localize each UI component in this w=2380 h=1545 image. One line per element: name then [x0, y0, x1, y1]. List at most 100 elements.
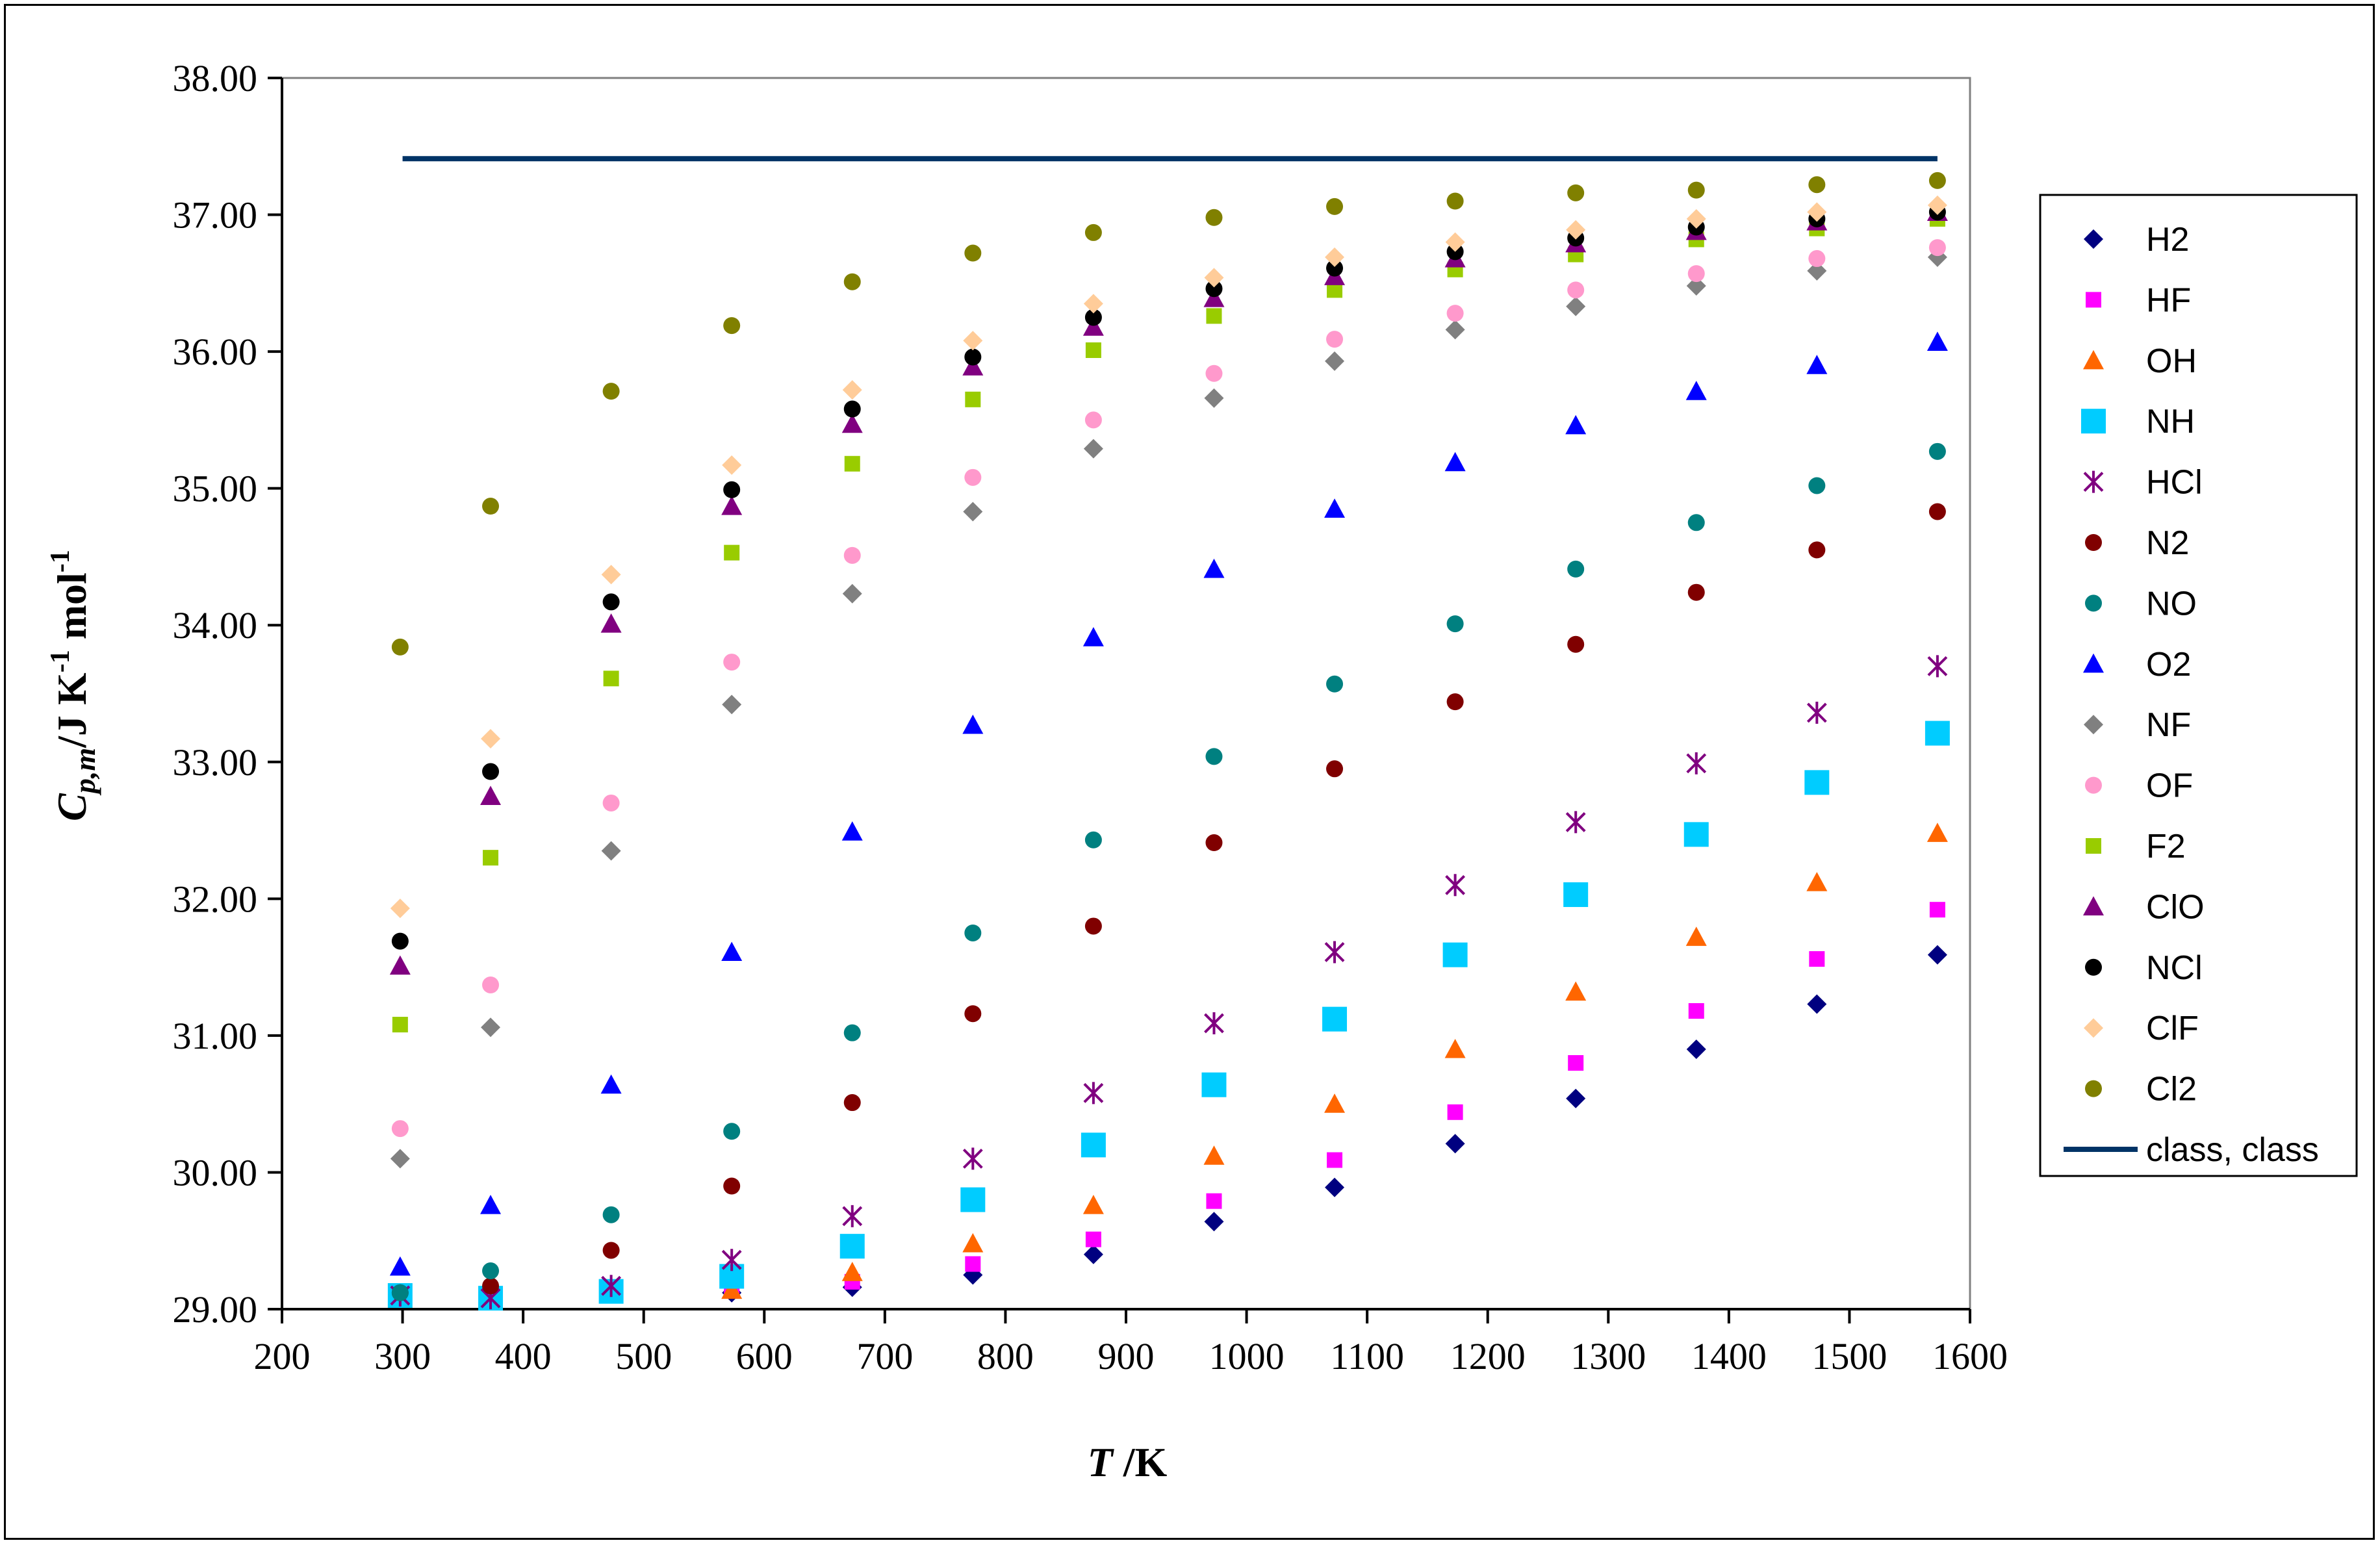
data-point — [964, 1005, 982, 1023]
legend-item: F2 — [2086, 828, 2186, 865]
data-point — [1325, 247, 1345, 267]
data-point — [391, 932, 409, 950]
x-tick-label: 1100 — [1330, 1335, 1404, 1377]
x-tick-label: 700 — [856, 1335, 913, 1377]
data-point — [965, 391, 981, 407]
data-point — [482, 1262, 500, 1280]
legend-label: ClO — [2146, 888, 2205, 926]
legend-marker — [2085, 534, 2102, 551]
data-point — [600, 613, 622, 633]
legend-label: ClF — [2146, 1010, 2199, 1047]
data-point — [1205, 280, 1223, 298]
data-point — [1325, 351, 1345, 371]
data-point — [1927, 195, 1947, 215]
data-point — [722, 695, 742, 715]
data-point — [1447, 1104, 1463, 1120]
tick-labels: 29.00 30.00 31.00 32.00 33.00 34.00 35.00 36.00… — [173, 57, 2008, 1377]
data-point — [1928, 239, 1946, 257]
data-point — [1806, 355, 1828, 374]
data-point — [724, 544, 740, 561]
data-point — [1566, 296, 1586, 316]
data-point — [1685, 381, 1707, 400]
series-oh — [389, 823, 1948, 1307]
data-point — [1809, 951, 1825, 967]
data-point — [1085, 1231, 1101, 1247]
legend-marker — [2083, 653, 2104, 673]
data-point — [1206, 1193, 1222, 1209]
data-point — [483, 850, 499, 866]
data-point — [1083, 1082, 1104, 1104]
data-point — [392, 1017, 408, 1033]
data-point — [1081, 1132, 1106, 1158]
data-point — [723, 1177, 741, 1195]
data-point — [1084, 309, 1102, 326]
legend-label: F2 — [2146, 828, 2186, 865]
legend-marker — [2083, 350, 2104, 370]
legend-marker — [2081, 409, 2106, 434]
data-point — [1445, 320, 1465, 340]
data-point — [1205, 834, 1223, 852]
data-point — [1568, 1055, 1584, 1071]
data-point — [1205, 209, 1223, 226]
data-point — [602, 383, 620, 400]
data-marks — [387, 156, 1950, 1311]
legend-label: NH — [2146, 403, 2195, 441]
data-point — [390, 899, 410, 919]
legend-item: NCl — [2085, 949, 2203, 987]
series-n2 — [391, 503, 1946, 1301]
legend-item: OH — [2083, 342, 2197, 380]
legend-label: class, class — [2146, 1131, 2319, 1169]
legend-marker — [2084, 1018, 2103, 1038]
legend: H2 HF OH NH HCl N2 NO O2 NF OF F2 ClO NCl ClF Cl2 class… — [2039, 194, 2358, 1177]
legend-item: NF — [2084, 706, 2191, 744]
data-point — [1204, 1212, 1224, 1232]
data-point — [601, 565, 621, 585]
series-nf — [390, 247, 1947, 1169]
legend-label: NCl — [2146, 949, 2203, 987]
legend-marker — [2086, 838, 2101, 854]
data-point — [391, 1284, 409, 1301]
data-point — [1084, 411, 1102, 429]
data-point — [964, 924, 982, 941]
data-point — [1808, 249, 1826, 267]
data-point — [1324, 498, 1346, 518]
data-point — [480, 1194, 502, 1214]
data-point — [1445, 874, 1466, 897]
data-point — [841, 413, 863, 433]
x-tick-label: 600 — [736, 1335, 793, 1377]
legend-marker — [2085, 958, 2102, 976]
legend-label: OF — [2146, 767, 2193, 805]
data-point — [965, 1256, 981, 1272]
x-tick-label: 1500 — [1811, 1335, 1887, 1377]
data-point — [1084, 223, 1102, 241]
data-point — [841, 1262, 863, 1281]
data-point — [481, 1017, 501, 1038]
data-point — [1204, 388, 1224, 408]
data-point — [964, 348, 982, 366]
data-point — [1446, 305, 1464, 322]
data-point — [962, 356, 984, 376]
data-point — [1444, 1038, 1466, 1058]
data-point — [602, 593, 620, 611]
data-point — [1566, 220, 1586, 240]
data-point — [1083, 439, 1103, 459]
data-point — [481, 728, 501, 748]
y-tick-label: 38.00 — [173, 57, 258, 99]
data-point — [1206, 308, 1222, 324]
data-point — [1446, 615, 1464, 633]
data-point — [389, 955, 411, 975]
legend-marker — [2086, 292, 2101, 308]
data-point — [841, 821, 863, 841]
data-point — [1203, 558, 1225, 578]
data-point — [1442, 942, 1468, 967]
data-point — [1807, 994, 1827, 1014]
data-point — [1082, 1194, 1104, 1214]
data-point — [1445, 232, 1465, 252]
data-point — [723, 1123, 741, 1140]
data-point — [1567, 635, 1585, 653]
data-point — [480, 785, 502, 806]
data-point — [963, 502, 983, 522]
data-point — [1686, 752, 1707, 774]
data-point — [723, 317, 741, 335]
y-tick-label: 33.00 — [173, 741, 258, 784]
